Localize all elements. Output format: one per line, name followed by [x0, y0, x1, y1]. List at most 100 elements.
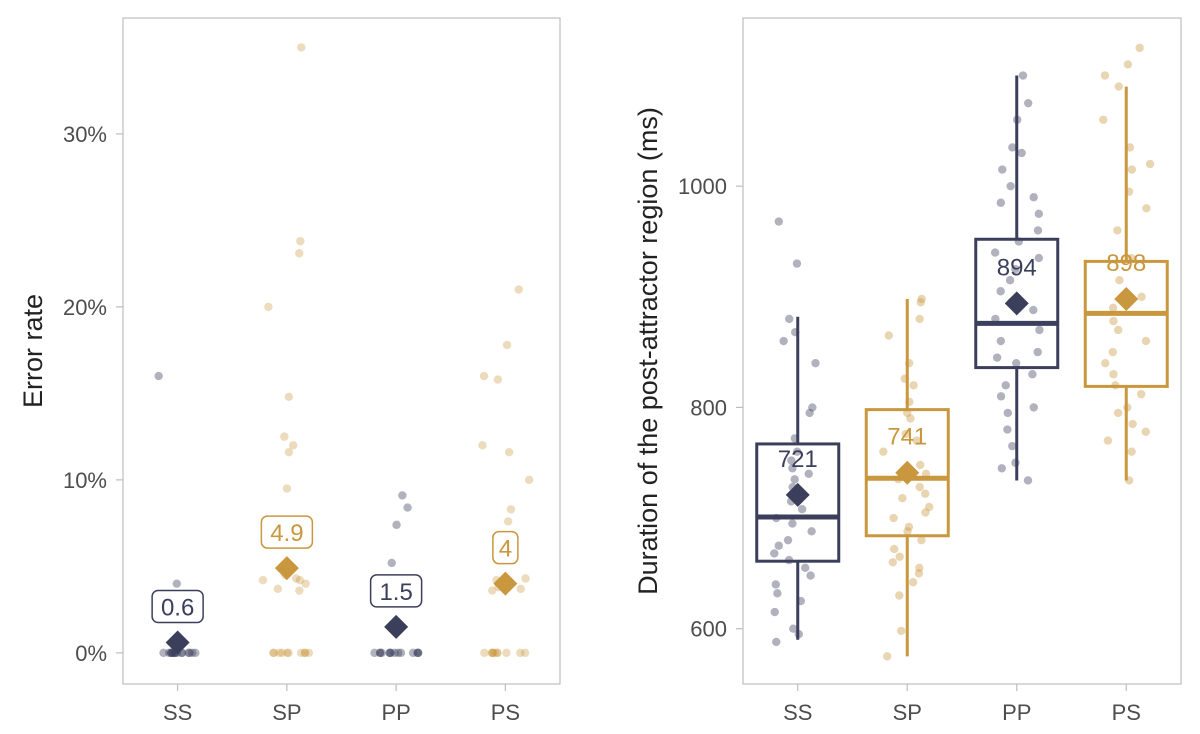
y-tick-label: 10%	[63, 468, 107, 493]
data-point	[1125, 143, 1135, 152]
mean-label: 894	[997, 254, 1037, 281]
data-point	[1111, 381, 1120, 390]
data-point	[300, 648, 310, 658]
data-point	[386, 648, 395, 658]
data-point	[1127, 447, 1136, 456]
data-point	[295, 576, 305, 585]
data-point	[488, 586, 497, 595]
y-tick-label: 1000	[678, 174, 727, 199]
data-point	[1029, 305, 1038, 315]
data-point	[805, 408, 814, 418]
data-point	[493, 648, 502, 658]
data-point	[164, 648, 174, 658]
data-point	[890, 544, 899, 554]
data-point	[779, 336, 788, 346]
data-point	[1034, 253, 1044, 263]
x-tick-label: PS	[491, 700, 520, 725]
data-point	[1128, 419, 1137, 429]
data-point	[1124, 187, 1134, 196]
data-point	[921, 489, 930, 498]
data-point	[1123, 60, 1133, 69]
data-point	[925, 502, 934, 512]
data-point	[996, 336, 1006, 346]
data-point	[915, 482, 924, 492]
data-point	[1014, 237, 1024, 246]
data-point	[1113, 325, 1123, 335]
mean-label: 4	[499, 536, 512, 563]
data-point	[904, 358, 914, 368]
y-tick-label: 30%	[63, 122, 107, 147]
data-point	[1123, 403, 1132, 412]
data-point	[370, 648, 379, 658]
data-point	[502, 340, 512, 350]
data-point	[903, 408, 912, 418]
mean-diamond	[493, 571, 518, 596]
data-point	[915, 314, 924, 324]
data-point	[264, 302, 273, 312]
mean-label: 898	[1106, 250, 1146, 277]
data-point	[1033, 226, 1043, 235]
data-point	[772, 513, 781, 523]
data-point	[166, 648, 176, 658]
mean-label-box	[151, 589, 204, 624]
x-tick-label: SP	[893, 700, 922, 725]
data-point	[488, 648, 497, 658]
data-point	[1113, 226, 1122, 235]
data-point	[258, 576, 268, 585]
data-point	[503, 517, 513, 526]
data-point	[1103, 436, 1113, 445]
data-point	[1127, 165, 1137, 174]
data-point	[898, 493, 907, 503]
x-tick-label: SS	[783, 700, 812, 725]
data-point	[377, 648, 386, 658]
data-point	[915, 563, 924, 573]
data-point	[502, 648, 511, 658]
data-point	[1108, 347, 1117, 357]
data-point	[1023, 476, 1033, 485]
data-point	[801, 563, 810, 573]
data-point	[1006, 181, 1015, 191]
data-point	[188, 648, 197, 658]
data-point	[1005, 275, 1015, 285]
data-point	[914, 569, 924, 578]
data-point	[883, 652, 892, 661]
y-axis-title: Duration of the post-attractor region (m…	[633, 107, 663, 595]
data-point	[879, 447, 888, 456]
data-point	[997, 464, 1007, 473]
data-point	[1145, 159, 1155, 169]
x-tick-label: PP	[1002, 700, 1031, 725]
data-point	[1003, 425, 1012, 434]
mean-label-box	[369, 574, 423, 608]
data-point	[282, 648, 292, 658]
data-point	[375, 648, 385, 658]
data-point	[888, 558, 897, 567]
data-point	[789, 624, 798, 633]
data-point	[1135, 43, 1144, 53]
data-point	[408, 648, 418, 658]
data-point	[1024, 98, 1033, 108]
data-point	[403, 503, 412, 512]
mean-label-box	[260, 515, 314, 549]
data-point	[1124, 476, 1134, 485]
data-point	[905, 397, 914, 407]
data-point	[394, 648, 403, 658]
data-point	[897, 626, 906, 636]
data-point	[1109, 370, 1118, 379]
data-point	[901, 429, 910, 439]
data-point	[1029, 193, 1038, 202]
data-point	[524, 475, 534, 485]
x-tick-label: PP	[381, 700, 410, 725]
data-point	[1115, 275, 1124, 285]
data-point	[1029, 403, 1038, 412]
data-point	[917, 294, 926, 304]
data-point	[791, 327, 800, 337]
data-point	[1141, 336, 1151, 346]
data-point	[772, 637, 781, 647]
data-point	[811, 358, 820, 368]
data-point	[996, 198, 1006, 207]
y-tick-label: 0%	[75, 641, 107, 666]
data-point	[280, 432, 289, 441]
data-point	[1003, 408, 1012, 418]
mean-diamond	[1114, 287, 1139, 312]
